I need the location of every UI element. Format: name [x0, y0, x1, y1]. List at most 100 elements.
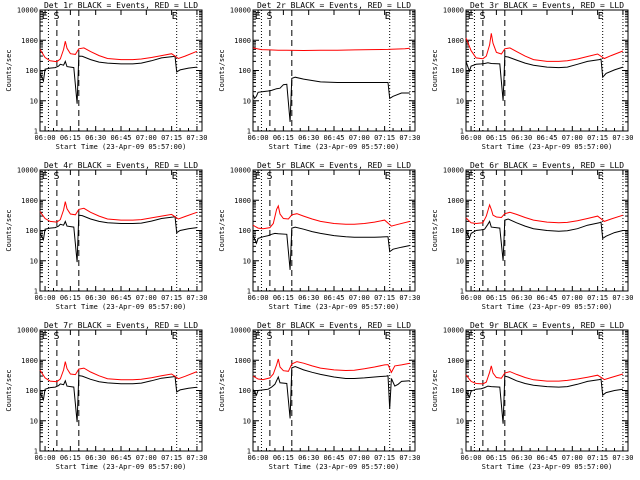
series-line-lld: [39, 201, 198, 223]
marker-letter: S: [480, 171, 486, 182]
series-line-events: [39, 214, 197, 263]
x-tick-label: 06:00: [248, 294, 269, 302]
marker-letter: E: [598, 171, 604, 182]
y-tick-label: 1000: [447, 357, 464, 365]
x-tick-label: 06:00: [461, 294, 482, 302]
x-tick-label: 06:45: [536, 294, 557, 302]
x-tick-label: 07:00: [349, 134, 370, 142]
series-line-lld: [465, 365, 624, 385]
y-tick-label: 10000: [230, 167, 251, 175]
y-tick-label: 100: [451, 227, 464, 235]
y-tick-label: 1000: [234, 197, 251, 205]
x-tick-label: 07:00: [136, 454, 157, 462]
y-tick-label: 1: [34, 128, 38, 136]
x-tick-label: 06:45: [323, 454, 344, 462]
x-tick-label: 07:30: [399, 454, 420, 462]
y-axis-label: Counts/sec: [431, 369, 439, 411]
series-line-events: [252, 226, 410, 270]
detector-panel-7: Det 7r BLACK = Events, RED = LLD Counts/s…: [5, 321, 207, 471]
y-tick-label: 100: [238, 227, 251, 235]
series-line-lld: [39, 41, 198, 63]
y-tick-label: 1: [34, 448, 38, 456]
detector-panel-1: Det 1r BLACK = Events, RED = LLD Counts/s…: [5, 1, 207, 151]
y-tick-label: 1: [247, 448, 251, 456]
x-tick-label: 07:30: [399, 294, 420, 302]
marker-letter: E: [598, 331, 604, 342]
x-tick-label: 07:00: [349, 454, 370, 462]
panel-title: Det 8r BLACK = Events, RED = LLD: [257, 321, 411, 330]
x-tick-label: 06:15: [273, 454, 294, 462]
y-tick-label: 10000: [443, 7, 464, 15]
x-tick-label: 07:30: [612, 454, 633, 462]
marker-letter: S: [480, 11, 486, 22]
x-tick-label: 07:15: [587, 454, 608, 462]
plot-frame: [252, 169, 416, 292]
x-tick-label: 07:30: [612, 294, 633, 302]
y-tick-label: 1000: [447, 197, 464, 205]
x-tick-label: 07:30: [399, 134, 420, 142]
detector-panel-2: Det 2r BLACK = Events, RED = LLD Counts/s…: [218, 1, 420, 151]
detector-panel-4: Det 4r BLACK = Events, RED = LLD Counts/s…: [5, 161, 207, 311]
y-tick-label: 1: [460, 128, 464, 136]
y-axis-label: Counts/sec: [218, 369, 226, 411]
panel-title: Det 2r BLACK = Events, RED = LLD: [257, 1, 411, 10]
marker-letter: S: [54, 331, 60, 342]
plot-frame: [252, 9, 416, 132]
marker-letter: E: [255, 11, 261, 22]
panel-title: Det 1r BLACK = Events, RED = LLD: [44, 1, 198, 10]
y-axis-label: Counts/sec: [218, 209, 226, 251]
y-axis-label: Counts/sec: [5, 49, 13, 91]
x-tick-label: 06:45: [110, 454, 131, 462]
series-line-lld: [252, 204, 411, 230]
x-tick-label: 06:30: [298, 294, 319, 302]
x-tick-label: 07:15: [587, 294, 608, 302]
plot-frame: [39, 9, 203, 132]
y-tick-label: 10: [30, 97, 38, 105]
x-tick-label: 07:00: [136, 294, 157, 302]
series-line-events: [465, 55, 624, 101]
x-tick-label: 06:15: [486, 134, 507, 142]
x-axis-label: Start Time (23-Apr-09 05:57:00): [56, 463, 187, 471]
x-tick-label: 07:15: [161, 134, 182, 142]
y-tick-label: 10: [243, 417, 251, 425]
marker-letter: S: [480, 331, 486, 342]
marker-letter: S: [267, 331, 273, 342]
x-tick-label: 07:15: [374, 454, 395, 462]
y-axis-label: Counts/sec: [218, 49, 226, 91]
x-tick-label: 06:30: [85, 454, 106, 462]
marker-letter: E: [42, 171, 48, 182]
plot-frame: [39, 169, 203, 292]
plot-frame: [39, 329, 203, 452]
y-tick-label: 1: [460, 288, 464, 296]
x-tick-label: 07:30: [186, 454, 207, 462]
marker-letter: E: [385, 171, 391, 182]
y-tick-label: 100: [25, 387, 38, 395]
x-tick-label: 06:00: [35, 294, 56, 302]
x-tick-label: 07:00: [562, 454, 583, 462]
x-tick-label: 07:30: [612, 134, 633, 142]
x-tick-label: 06:00: [461, 134, 482, 142]
x-tick-label: 07:15: [374, 294, 395, 302]
x-tick-label: 06:15: [273, 294, 294, 302]
x-tick-label: 07:00: [136, 134, 157, 142]
x-tick-label: 06:45: [536, 134, 557, 142]
y-tick-label: 10: [30, 417, 38, 425]
y-axis-label: Counts/sec: [5, 209, 13, 251]
x-tick-label: 06:45: [323, 294, 344, 302]
marker-letter: E: [172, 331, 178, 342]
y-tick-label: 100: [238, 67, 251, 75]
y-tick-label: 1000: [234, 357, 251, 365]
x-tick-label: 07:15: [161, 454, 182, 462]
y-tick-label: 10000: [17, 167, 38, 175]
panel-title: Det 9r BLACK = Events, RED = LLD: [470, 321, 624, 330]
x-tick-label: 07:00: [562, 134, 583, 142]
x-axis-label: Start Time (23-Apr-09 05:57:00): [269, 303, 400, 311]
marker-letter: E: [42, 331, 48, 342]
x-tick-label: 06:30: [85, 134, 106, 142]
series-line-lld: [252, 358, 410, 381]
panel-title: Det 7r BLACK = Events, RED = LLD: [44, 321, 198, 330]
x-tick-label: 06:15: [273, 134, 294, 142]
marker-letter: E: [255, 171, 261, 182]
detector-panel-6: Det 6r BLACK = Events, RED = LLD Counts/s…: [431, 161, 633, 311]
